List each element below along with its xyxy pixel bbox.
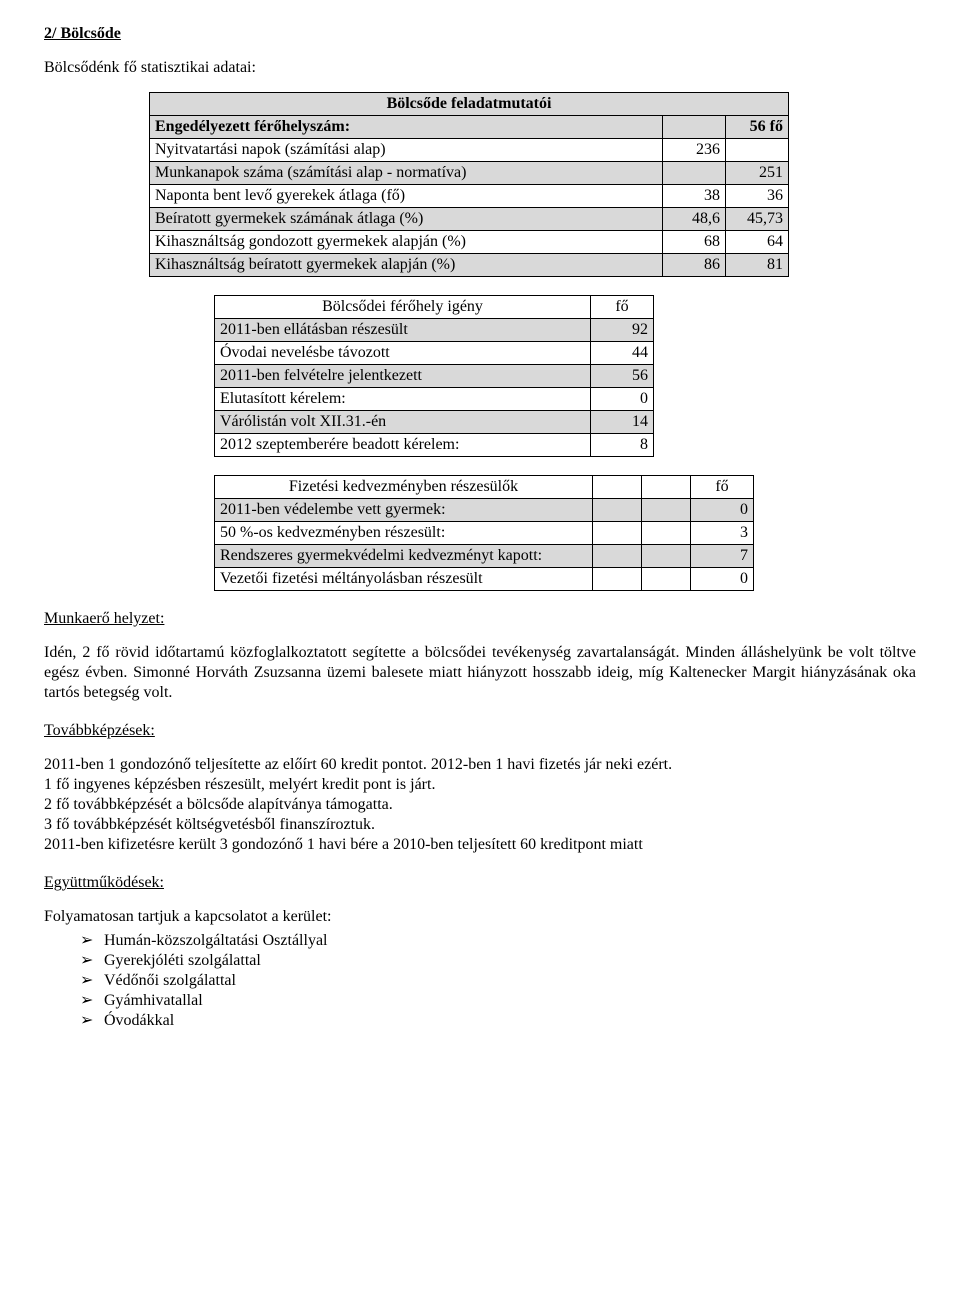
table-row-label: Engedélyezett férőhelyszám: bbox=[150, 116, 663, 139]
training-line: 2 fő továbbképzését a bölcsőde alapítván… bbox=[44, 795, 916, 815]
list-item: Gyerekjóléti szolgálattal bbox=[104, 951, 916, 971]
table-row-label: Elutasított kérelem: bbox=[215, 388, 591, 411]
table-row-value: 0 bbox=[591, 388, 654, 411]
table-spacer bbox=[642, 545, 691, 568]
training-line: 2011-ben kifizetésre került 3 gondozónő … bbox=[44, 835, 916, 855]
list-item: Védőnői szolgálattal bbox=[104, 971, 916, 991]
training-lines: 2011-ben 1 gondozónő teljesítette az elő… bbox=[44, 755, 916, 855]
table2-header-unit: fő bbox=[591, 296, 654, 319]
table-row-value: 81 bbox=[726, 254, 789, 277]
table-row-value bbox=[663, 116, 726, 139]
table-spacer bbox=[593, 568, 642, 591]
table3-spacer1 bbox=[593, 476, 642, 499]
table-spacer bbox=[593, 499, 642, 522]
table-spacer bbox=[642, 499, 691, 522]
table3-header-unit: fő bbox=[691, 476, 754, 499]
intro-text: Bölcsődénk fő statisztikai adatai: bbox=[44, 58, 916, 78]
table-row-value: 8 bbox=[591, 434, 654, 457]
table-row-label: Kihasználtság beíratott gyermekek alapjá… bbox=[150, 254, 663, 277]
table-row-label: Kihasználtság gondozott gyermekek alapjá… bbox=[150, 231, 663, 254]
table-row-value: 44 bbox=[591, 342, 654, 365]
table-row-value bbox=[663, 162, 726, 185]
table-row-value bbox=[726, 139, 789, 162]
list-item: Humán-közszolgáltatási Osztállyal bbox=[104, 931, 916, 951]
table-row-value: 92 bbox=[591, 319, 654, 342]
table-row-value: 251 bbox=[726, 162, 789, 185]
table-row-label: 50 %-os kedvezményben részesült: bbox=[215, 522, 593, 545]
table-row-label: 2011-ben felvételre jelentkezett bbox=[215, 365, 591, 388]
list-item: Gyámhivatallal bbox=[104, 991, 916, 1011]
coop-list: Humán-közszolgáltatási OsztállyalGyerekj… bbox=[44, 931, 916, 1031]
table-row-value: 14 bbox=[591, 411, 654, 434]
table-row-value: 86 bbox=[663, 254, 726, 277]
table-row-label: Nyitvatartási napok (számítási alap) bbox=[150, 139, 663, 162]
training-heading: Továbbképzések: bbox=[44, 721, 916, 741]
table-row-value: 3 bbox=[691, 522, 754, 545]
table1-header: Bölcsőde feladatmutatói bbox=[150, 93, 789, 116]
table-row-label: Vezetői fizetési méltányolásban részesül… bbox=[215, 568, 593, 591]
table-row-label: Óvodai nevelésbe távozott bbox=[215, 342, 591, 365]
table-row-value: 0 bbox=[691, 568, 754, 591]
table-spacer bbox=[593, 522, 642, 545]
table-row-label: 2012 szeptemberére beadott kérelem: bbox=[215, 434, 591, 457]
table-row-label: 2011-ben ellátásban részesült bbox=[215, 319, 591, 342]
table-row-value: 38 bbox=[663, 185, 726, 208]
table-row-value: 36 bbox=[726, 185, 789, 208]
list-item: Óvodákkal bbox=[104, 1011, 916, 1031]
training-line: 3 fő továbbképzését költségvetésből fina… bbox=[44, 815, 916, 835]
section-heading: 2/ Bölcsőde bbox=[44, 24, 916, 44]
table-row-label: Naponta bent levő gyerekek átlaga (fő) bbox=[150, 185, 663, 208]
table-spacer bbox=[642, 568, 691, 591]
table-row-value: 56 bbox=[591, 365, 654, 388]
table3-spacer2 bbox=[642, 476, 691, 499]
workforce-heading: Munkaerő helyzet: bbox=[44, 609, 916, 629]
table-row-label: Várólistán volt XII.31.-én bbox=[215, 411, 591, 434]
table-feladatmutatoi: Bölcsőde feladatmutatói Engedélyezett fé… bbox=[149, 92, 789, 277]
training-line: 1 fő ingyenes képzésben részesült, melyé… bbox=[44, 775, 916, 795]
coop-lead: Folyamatosan tartjuk a kapcsolatot a ker… bbox=[44, 907, 916, 927]
table-row-value: 7 bbox=[691, 545, 754, 568]
training-line: 2011-ben 1 gondozónő teljesítette az elő… bbox=[44, 755, 916, 775]
table-row-value: 45,73 bbox=[726, 208, 789, 231]
table-row-label: Rendszeres gyermekvédelmi kedvezményt ka… bbox=[215, 545, 593, 568]
table-row-value: 64 bbox=[726, 231, 789, 254]
table3-header-label: Fizetési kedvezményben részesülők bbox=[215, 476, 593, 499]
table-spacer bbox=[593, 545, 642, 568]
table-row-value: 236 bbox=[663, 139, 726, 162]
table-row-value: 68 bbox=[663, 231, 726, 254]
table2-header-label: Bölcsődei férőhely igény bbox=[215, 296, 591, 319]
table-row-label: Munkanapok száma (számítási alap - norma… bbox=[150, 162, 663, 185]
table-row-label: Beíratott gyermekek számának átlaga (%) bbox=[150, 208, 663, 231]
table-row-value: 0 bbox=[691, 499, 754, 522]
table-fizetesi-kedvezmeny: Fizetési kedvezményben részesülők fő 201… bbox=[214, 475, 754, 591]
workforce-body: Idén, 2 fő rövid időtartamú közfoglalkoz… bbox=[44, 643, 916, 703]
table-row-value: 48,6 bbox=[663, 208, 726, 231]
table-spacer bbox=[642, 522, 691, 545]
coop-heading: Együttműködések: bbox=[44, 873, 916, 893]
table-row-label: 2011-ben védelembe vett gyermek: bbox=[215, 499, 593, 522]
table-ferohely-igeny: Bölcsődei férőhely igény fő 2011-ben ell… bbox=[214, 295, 654, 457]
table-row-value: 56 fő bbox=[726, 116, 789, 139]
